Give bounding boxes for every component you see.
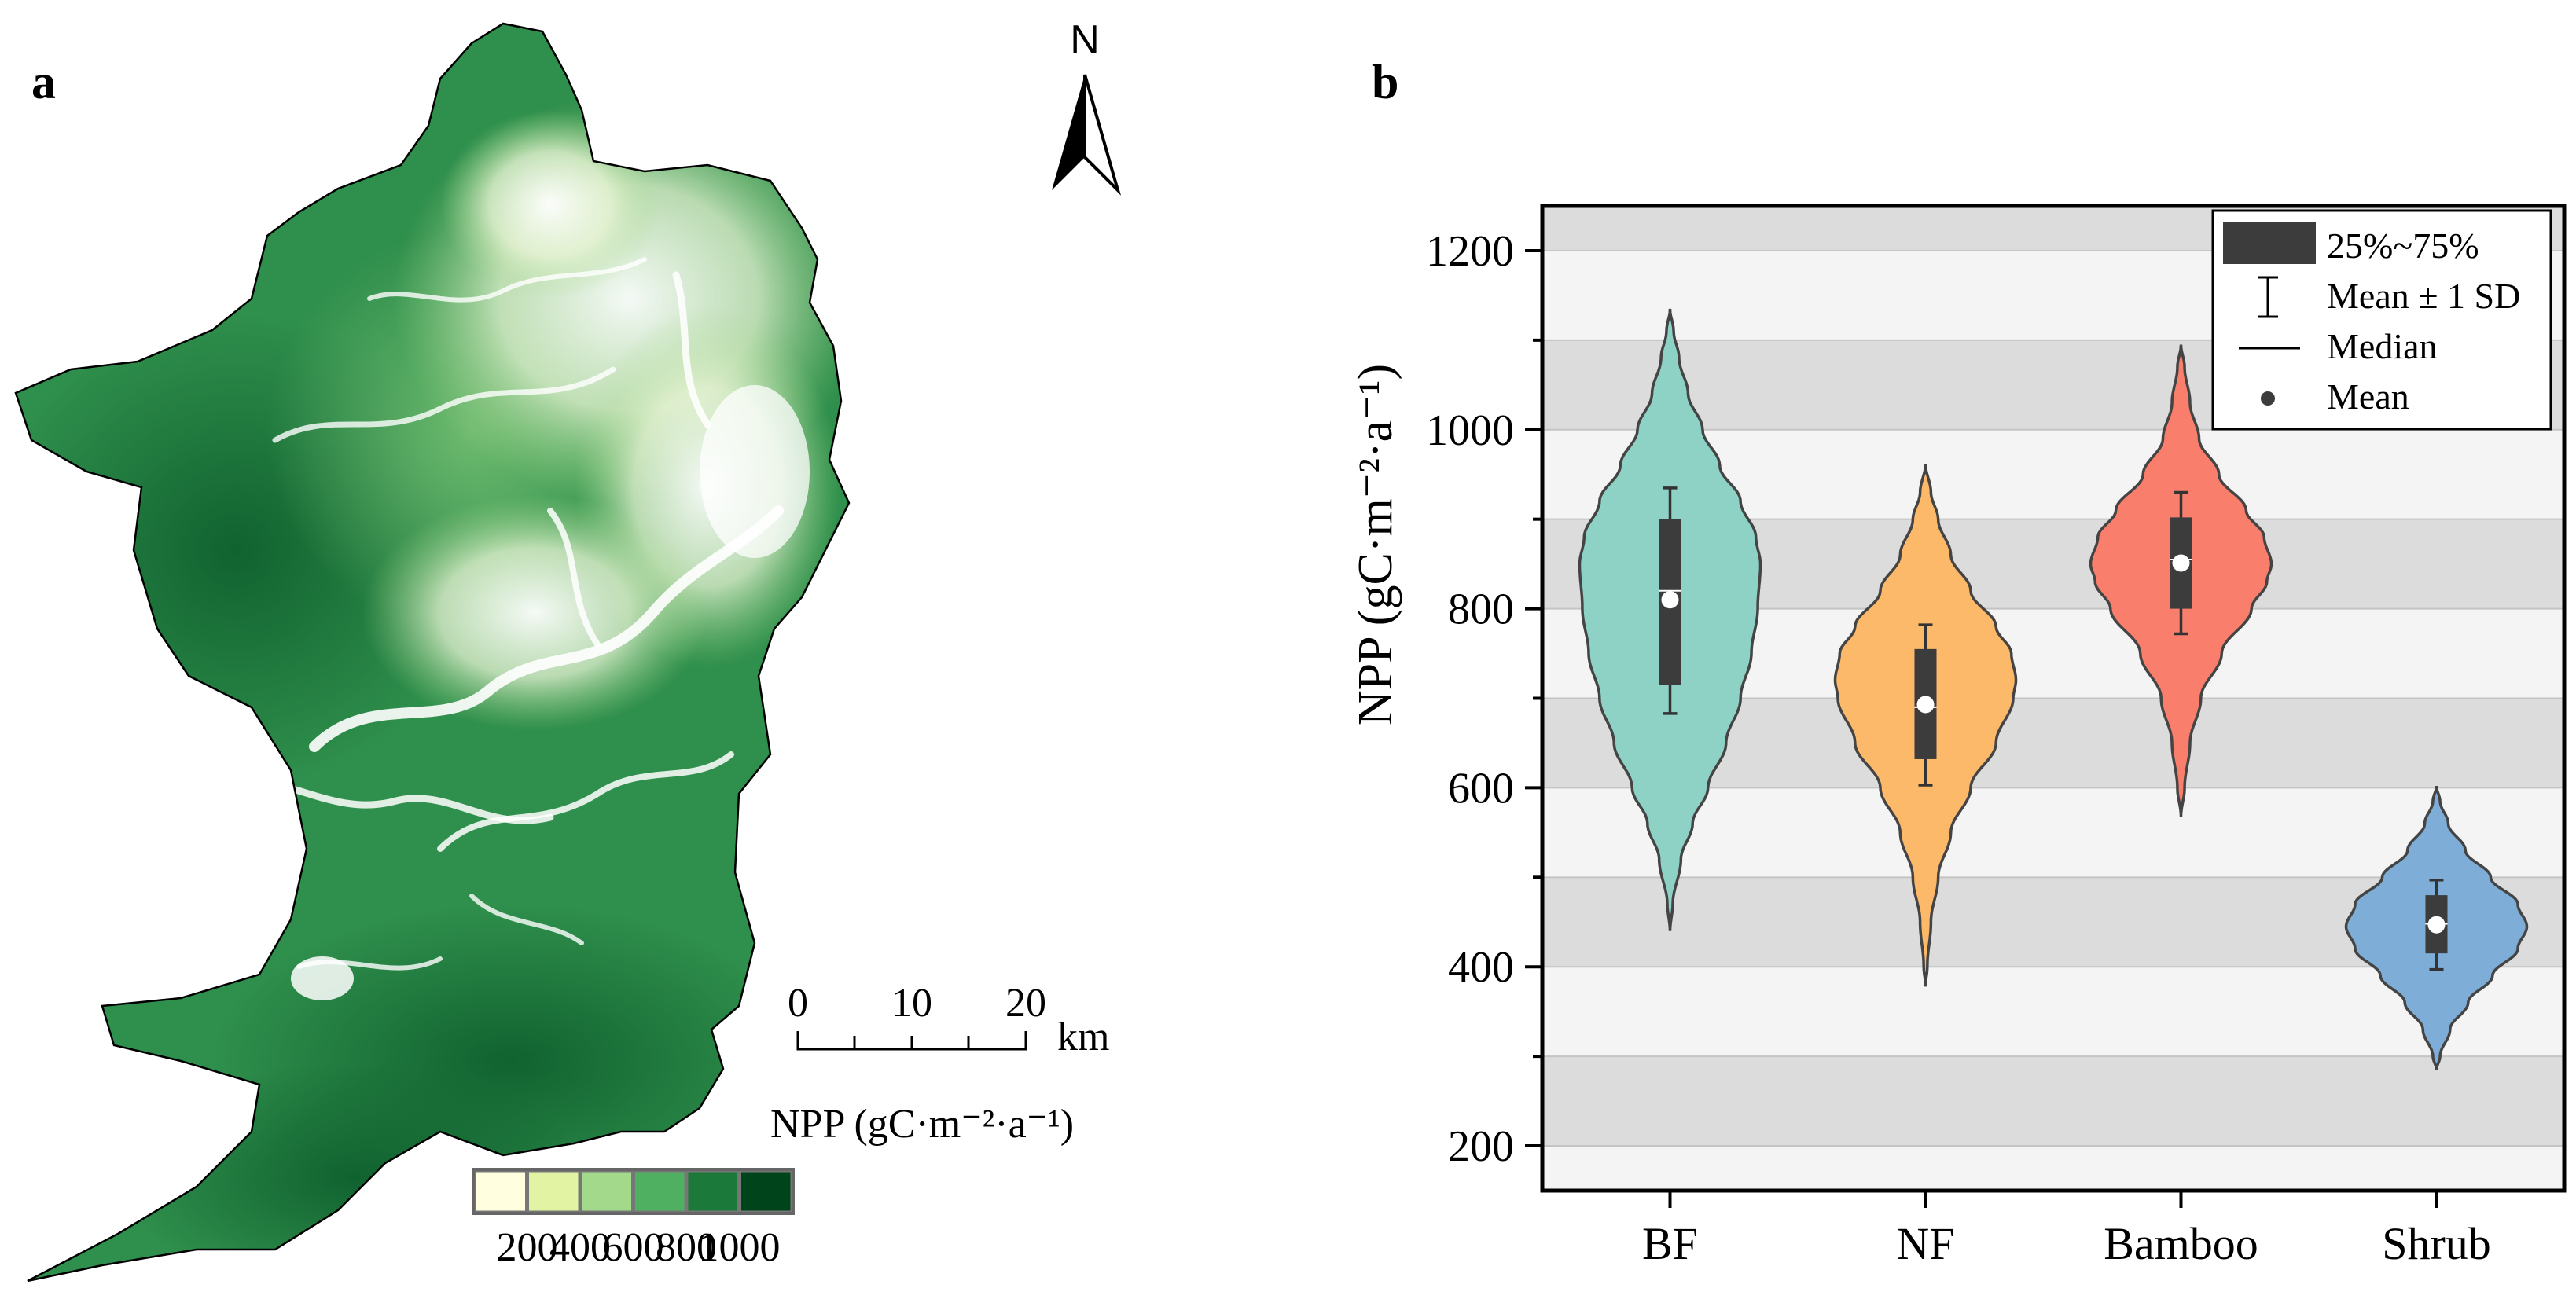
npp-legend-title: NPP (gC·m⁻²·a⁻¹) <box>770 1102 1074 1147</box>
npp-legend-bin-0 <box>473 1169 527 1213</box>
scale-bar: 0 10 20 km <box>788 981 1109 1059</box>
scale-bar-line <box>796 1031 1027 1051</box>
legend-box-swatch <box>2223 222 2316 264</box>
x-tick-label-bf: BF <box>1642 1218 1698 1269</box>
scale-tick-20: 20 <box>1005 981 1046 1026</box>
panel-a: a <box>14 17 1122 1283</box>
axes: 200 400 600 800 1000 1200 BF NF Bamboo Shrub <box>1426 204 2567 1269</box>
mean-point-nf <box>1916 696 1935 714</box>
legend-box-label: 25%~75% <box>2327 226 2479 266</box>
panel-a-label: a <box>31 56 56 109</box>
npp-legend-label-400: 400 <box>549 1225 611 1270</box>
npp-map <box>14 22 851 1283</box>
y-tick-label-1200: 1200 <box>1426 227 1514 276</box>
legend-sd-symbol <box>2258 276 2278 318</box>
north-arrow-right-half <box>1083 74 1122 196</box>
y-tick-label-800: 800 <box>1448 585 1514 634</box>
legend-mean-label: Mean <box>2327 376 2409 417</box>
y-tick-label-600: 600 <box>1448 764 1514 813</box>
npp-legend-frame <box>472 1168 795 1215</box>
npp-legend-bin-2 <box>579 1169 634 1213</box>
violin-nf <box>1833 464 2018 987</box>
mean-point-shrub <box>2427 916 2446 934</box>
x-tick-label-shrub: Shrub <box>2382 1218 2491 1269</box>
scale-tick-0: 0 <box>788 981 808 1026</box>
y-axis-label: NPP (gC·m⁻²·a⁻¹) <box>1349 364 1402 725</box>
violin-shrub <box>2344 785 2529 1070</box>
north-label: N <box>1070 17 1100 63</box>
north-arrow: N <box>1052 17 1122 196</box>
npp-legend-bin-4 <box>685 1169 740 1213</box>
north-arrow-left-half <box>1052 75 1085 190</box>
npp-legend-label-1000: 1000 <box>699 1225 781 1270</box>
legend-sd-label: Mean ± 1 SD <box>2327 276 2520 316</box>
legend-mean-symbol <box>2261 391 2275 406</box>
plot-band <box>1542 787 2564 878</box>
legend-median-label: Median <box>2327 326 2438 366</box>
y-tick-label-400: 400 <box>1448 943 1514 992</box>
x-tick-label-nf: NF <box>1896 1218 1954 1269</box>
npp-legend-label-200: 200 <box>497 1225 558 1270</box>
npp-legend-label-800: 800 <box>656 1225 717 1270</box>
npp-legend-label-600: 600 <box>603 1225 664 1270</box>
npp-legend-bin-1 <box>527 1169 581 1213</box>
panel-b: b 200 400 600 800 1000 1200 BF NF Bamboo Shrub NP… <box>1349 56 2567 1269</box>
npp-legend-bins <box>472 1168 795 1215</box>
mean-point-bf <box>1661 591 1679 609</box>
x-tick-label-bamboo: Bamboo <box>2104 1218 2258 1269</box>
y-tick-label-200: 200 <box>1448 1122 1514 1171</box>
scale-tick-10: 10 <box>891 981 932 1026</box>
scale-unit: km <box>1057 1015 1109 1059</box>
y-tick-label-1000: 1000 <box>1426 406 1514 455</box>
npp-legend-bin-5 <box>739 1169 793 1213</box>
chart-legend: 25%~75% Mean ± 1 SD Median Mean <box>2211 209 2552 431</box>
violins <box>1578 308 2529 1070</box>
npp-legend-bin-3 <box>633 1169 687 1213</box>
violin-bf <box>1578 308 1762 931</box>
panel-b-label: b <box>1372 56 1398 109</box>
plot-band <box>1542 1146 2564 1191</box>
mean-point-bamboo <box>2172 554 2190 572</box>
violin-bamboo <box>2089 344 2273 817</box>
